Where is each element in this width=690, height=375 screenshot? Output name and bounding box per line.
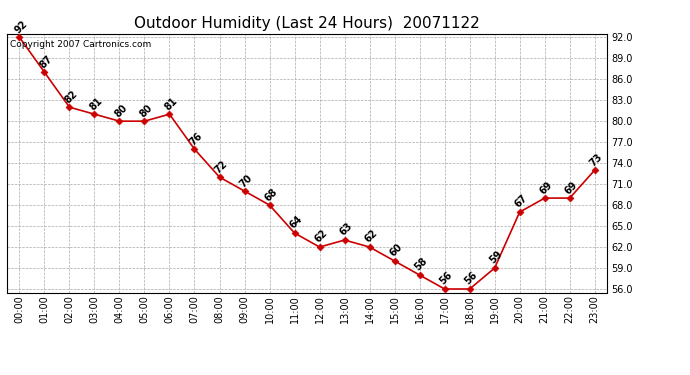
Text: 62: 62 <box>313 228 329 245</box>
Text: 87: 87 <box>37 53 55 70</box>
Text: 62: 62 <box>363 228 380 245</box>
Text: 70: 70 <box>237 172 254 189</box>
Text: Copyright 2007 Cartronics.com: Copyright 2007 Cartronics.com <box>10 40 151 49</box>
Text: 82: 82 <box>63 88 79 105</box>
Text: 56: 56 <box>463 270 480 287</box>
Text: 81: 81 <box>88 95 104 112</box>
Title: Outdoor Humidity (Last 24 Hours)  20071122: Outdoor Humidity (Last 24 Hours) 2007112… <box>134 16 480 31</box>
Text: 64: 64 <box>288 214 304 231</box>
Text: 76: 76 <box>188 130 204 147</box>
Text: 80: 80 <box>112 102 129 119</box>
Text: 67: 67 <box>513 193 529 210</box>
Text: 68: 68 <box>263 186 279 203</box>
Text: 60: 60 <box>388 242 404 259</box>
Text: 56: 56 <box>437 270 454 287</box>
Text: 63: 63 <box>337 221 354 238</box>
Text: 69: 69 <box>538 179 554 196</box>
Text: 73: 73 <box>588 152 604 168</box>
Text: 80: 80 <box>137 102 155 119</box>
Text: 58: 58 <box>413 256 429 273</box>
Text: 72: 72 <box>213 158 229 175</box>
Text: 59: 59 <box>488 249 504 266</box>
Text: 69: 69 <box>563 179 580 196</box>
Text: 81: 81 <box>163 95 179 112</box>
Text: 92: 92 <box>12 18 29 35</box>
